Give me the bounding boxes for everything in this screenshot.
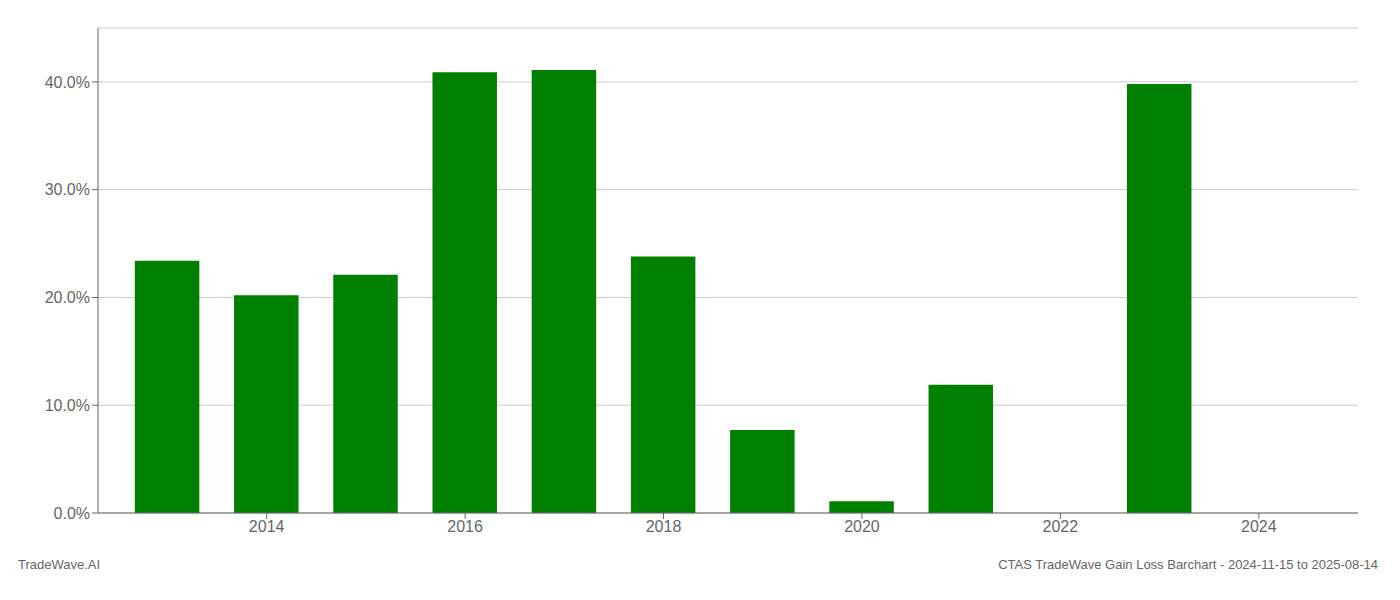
svg-text:2020: 2020 [844,518,880,535]
svg-text:0.0%: 0.0% [54,505,90,522]
svg-text:10.0%: 10.0% [45,397,90,414]
svg-text:2016: 2016 [447,518,483,535]
svg-text:20.0%: 20.0% [45,289,90,306]
html-text:TradeWave.AI: TradeWave.AI [18,557,101,572]
svg-text:2014: 2014 [249,518,285,535]
svg-text:40.0%: 40.0% [45,74,90,91]
svg-text:2022: 2022 [1043,518,1079,535]
svg-text:2018: 2018 [646,518,682,535]
svg-text:2024: 2024 [1241,518,1277,535]
svg-text:30.0%: 30.0% [45,181,90,198]
html-text:CTAS TradeWave Gain Loss Barch: CTAS TradeWave Gain Loss Barchart - 2024… [998,557,1378,572]
